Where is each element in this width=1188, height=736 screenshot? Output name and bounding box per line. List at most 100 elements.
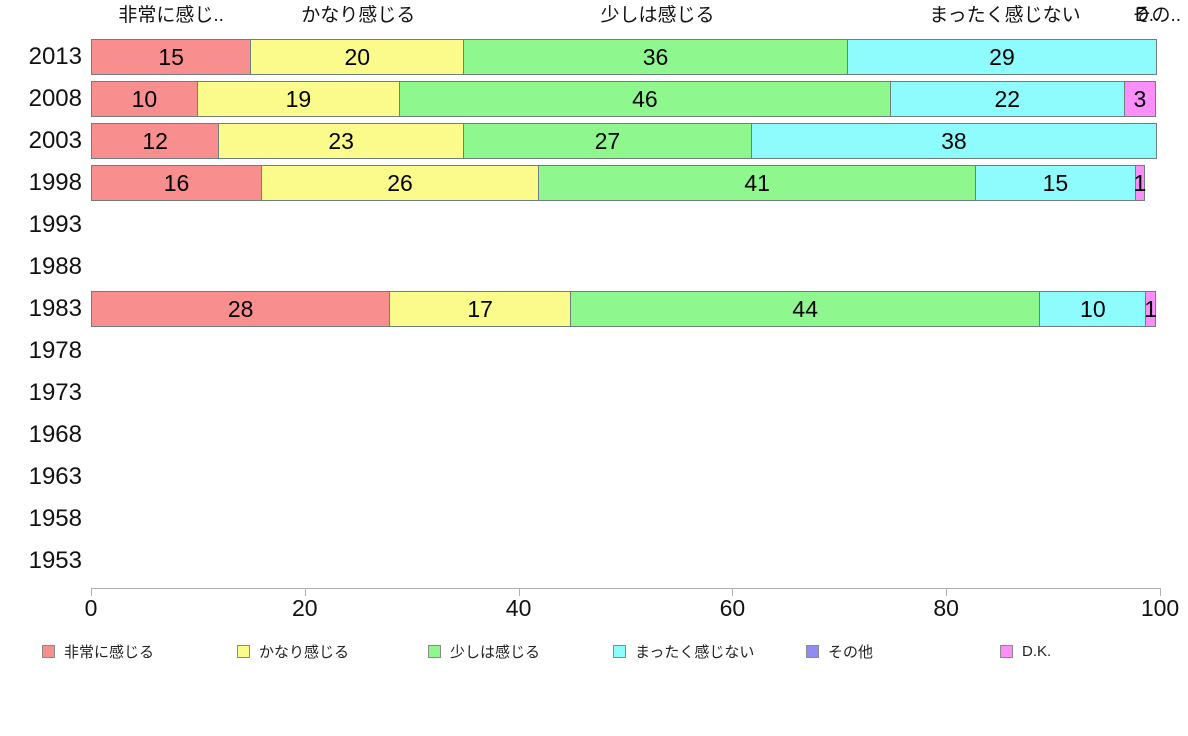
value-label: 44 <box>792 295 818 322</box>
chart-row: 1988 <box>0 249 1188 285</box>
value-label: 16 <box>163 169 190 196</box>
legend-item-1[interactable]: 非常に感じる <box>42 641 154 661</box>
series-label-2: かなり感じる <box>301 5 416 26</box>
value-label: 36 <box>642 43 669 70</box>
value-label: 19 <box>285 85 312 112</box>
axis-tick-label: 100 <box>1140 595 1180 621</box>
legend-swatch <box>428 644 441 658</box>
bar-segment[interactable]: 19 <box>196 81 400 117</box>
year-label: 1983 <box>28 295 82 322</box>
year-label: 1993 <box>28 211 82 238</box>
axis-tick <box>1160 588 1161 596</box>
axis-tick <box>946 588 948 596</box>
year-label: 2013 <box>28 43 82 70</box>
bar-segment[interactable]: 38 <box>750 123 1157 159</box>
legend-item-4[interactable]: まったく感じない <box>613 641 754 661</box>
year-label: 1973 <box>28 379 82 406</box>
bar-segment[interactable]: 15 <box>91 39 252 75</box>
chart-row: 1998 16 26 41 15 1 <box>0 165 1188 201</box>
year-label: 1953 <box>28 547 82 574</box>
bar-segment[interactable]: 15 <box>975 165 1136 201</box>
axis-tick-label: 20 <box>292 595 318 621</box>
axis-tick-label: 80 <box>933 595 959 621</box>
chart-row: 1968 <box>0 417 1188 453</box>
axis-tick <box>304 588 306 596</box>
year-label: 1988 <box>28 253 82 280</box>
series-label-5: その.. <box>1132 5 1182 26</box>
value-label: 12 <box>142 127 168 154</box>
axis-tick <box>91 588 92 596</box>
chart-row: 1978 <box>0 333 1188 369</box>
legend-swatch <box>806 644 819 658</box>
value-label: 23 <box>328 127 354 154</box>
bar-segment[interactable]: 1 <box>1144 291 1158 327</box>
year-label: 1978 <box>28 337 82 364</box>
value-label: 17 <box>467 295 493 322</box>
value-label: 1 <box>1144 295 1158 322</box>
bar-segment[interactable]: 23 <box>218 123 465 159</box>
bar-segment[interactable]: 46 <box>399 81 891 117</box>
value-label: 10 <box>131 85 158 112</box>
value-label: 26 <box>387 169 413 196</box>
legend-item-6[interactable]: D.K. <box>1000 641 1051 661</box>
value-label: 10 <box>1080 295 1106 322</box>
value-label: 28 <box>227 295 254 322</box>
bar-segment[interactable]: 20 <box>250 39 465 75</box>
bar-segment[interactable]: 41 <box>537 165 977 201</box>
legend-swatch <box>613 644 626 658</box>
value-label: 15 <box>158 43 184 70</box>
legend-item-2[interactable]: かなり感じる <box>237 641 349 661</box>
value-label: 38 <box>941 127 967 154</box>
chart-row: 1963 <box>0 459 1188 495</box>
year-label: 1963 <box>28 463 82 490</box>
bar-segment[interactable]: 36 <box>463 39 848 75</box>
value-label: 46 <box>632 85 658 112</box>
bar-segment[interactable]: 22 <box>889 81 1125 117</box>
bar-segment[interactable]: 16 <box>91 165 263 201</box>
legend-swatch <box>42 644 55 658</box>
series-label-1: 非常に感じ.. <box>118 5 224 26</box>
series-label-3: 少しは感じる <box>600 5 715 26</box>
series-label-6: D.. <box>1135 5 1160 26</box>
bar: 10 19 46 22 3 <box>91 81 1156 117</box>
bar-segment[interactable]: 28 <box>91 291 391 327</box>
chart-row: 1983 28 17 44 10 1 <box>0 291 1188 327</box>
bar-segment[interactable]: 3 <box>1123 81 1156 117</box>
legend-label: 少しは感じる <box>450 643 541 661</box>
axis-tick-label: 40 <box>505 595 532 621</box>
bar: 15 20 36 29 <box>91 39 1157 75</box>
axis-line <box>91 588 1160 589</box>
axis-tick <box>732 588 734 596</box>
legend-item-5[interactable]: その他 <box>806 641 873 661</box>
axis-tick-label: 0 <box>84 595 98 621</box>
value-label: 27 <box>594 127 621 154</box>
legend-label: 非常に感じる <box>64 643 155 661</box>
year-label: 1958 <box>28 505 82 532</box>
year-label: 1998 <box>28 169 82 196</box>
legend-label: かなり感じる <box>259 643 350 661</box>
bar-segment[interactable]: 29 <box>846 39 1157 75</box>
bar-segment[interactable]: 26 <box>261 165 539 201</box>
bar-segment[interactable]: 17 <box>389 291 572 327</box>
series-label-4: まったく感じない <box>929 5 1081 26</box>
chart-row: 1958 <box>0 501 1188 537</box>
chart-row: 1973 <box>0 375 1188 411</box>
bar-segment[interactable]: 10 <box>1039 291 1147 327</box>
legend-label: まったく感じない <box>635 643 755 661</box>
value-label: 1 <box>1133 169 1147 196</box>
chart-row: 1993 <box>0 207 1188 243</box>
chart-row: 2008 10 19 46 22 3 <box>0 81 1188 117</box>
legend-item-3[interactable]: 少しは感じる <box>428 641 540 661</box>
chart-row: 1953 <box>0 543 1188 579</box>
bar-segment[interactable]: 44 <box>570 291 1041 327</box>
legend-swatch <box>1000 644 1013 658</box>
year-label: 1968 <box>28 421 82 448</box>
bar-segment[interactable]: 10 <box>91 81 198 117</box>
value-label: 22 <box>994 85 1021 112</box>
bar-segment[interactable]: 12 <box>91 123 220 159</box>
year-label: 2008 <box>28 85 82 112</box>
chart-row: 2003 12 23 27 38 <box>0 123 1188 159</box>
bar-segment[interactable]: 27 <box>463 123 752 159</box>
bar-segment[interactable]: 1 <box>1133 165 1147 201</box>
